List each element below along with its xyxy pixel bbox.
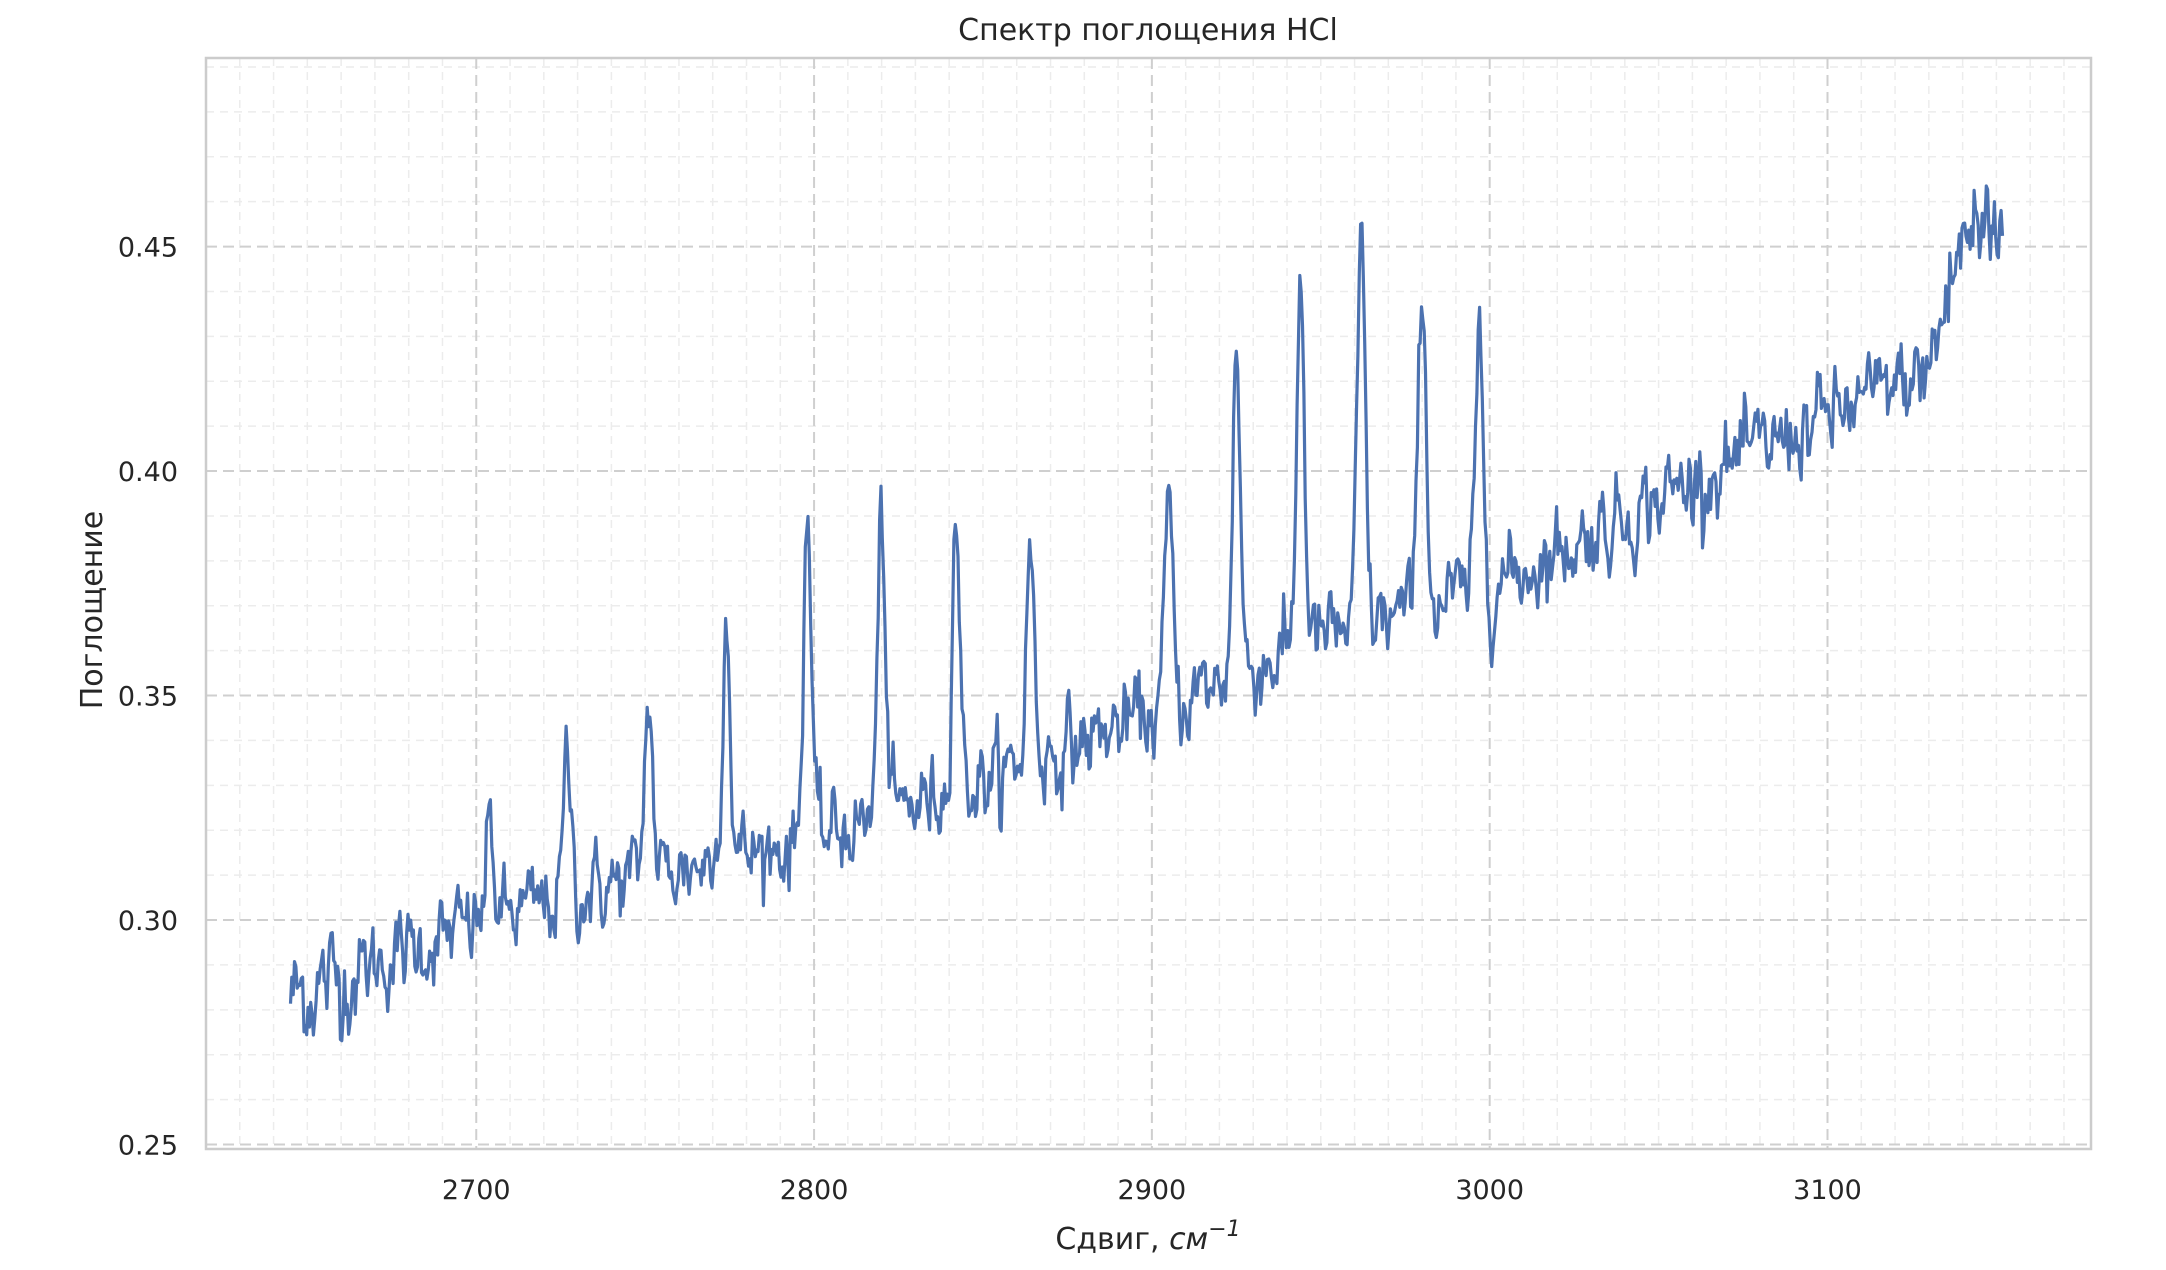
major-grid [206,58,2091,1149]
y-tick-label: 0.45 [118,233,178,264]
chart-title: Спектр поглощения HCl [958,13,1338,48]
x-tick-label: 3000 [1455,1175,1524,1206]
y-tick-label: 0.40 [118,457,178,488]
series-line [288,184,2005,1043]
x-tick-label: 3100 [1793,1175,1862,1206]
x-tick-label: 2800 [780,1175,849,1206]
minor-grid [205,58,2091,1149]
x-axis-label-text: Сдвиг, [1055,1222,1169,1257]
y-tick-label: 0.25 [118,1131,178,1162]
x-axis-label-exp: −1 [1208,1217,1240,1242]
x-axis-label: Сдвиг, см−1 [1055,1217,1240,1257]
x-tick-labels: 2700 2800 2900 3000 3100 [442,1175,1862,1206]
x-tick-label: 2900 [1118,1175,1187,1206]
x-tick-label: 2700 [442,1175,511,1206]
y-tick-labels: 0.25 0.30 0.35 0.40 0.45 [118,233,178,1162]
y-tick-label: 0.30 [118,906,178,937]
y-tick-label: 0.35 [118,682,178,713]
plot-frame [204,56,2093,1151]
x-axis-label-unit: см [1169,1222,1208,1257]
y-axis-label: Поглощение [75,511,110,710]
plot-background [206,58,2091,1149]
